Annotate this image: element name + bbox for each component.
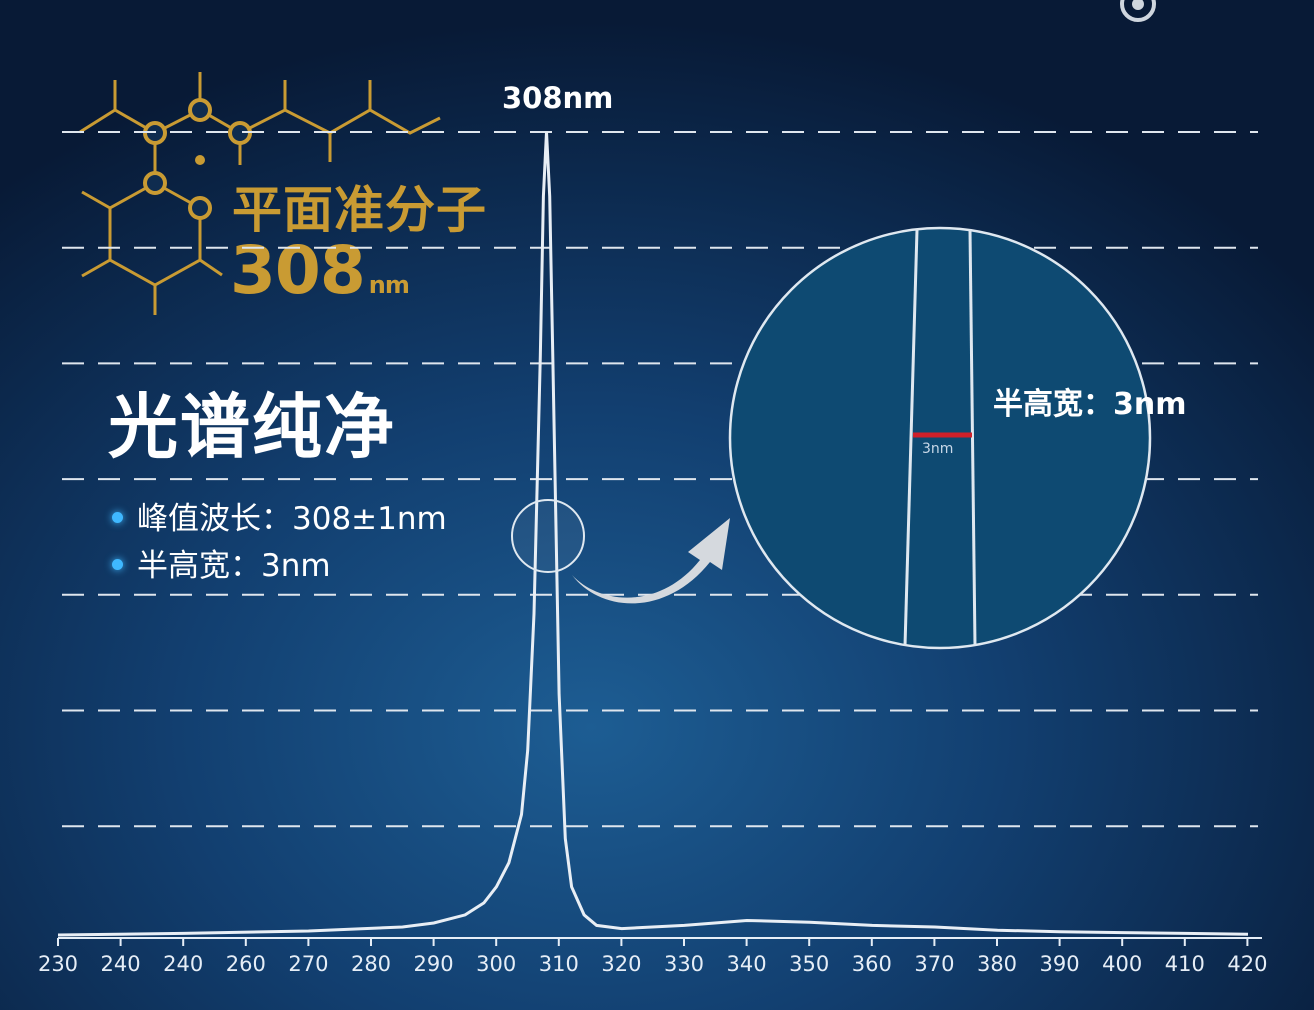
bullet-peak-wavelength: 峰值波长：308±1nm: [112, 504, 447, 535]
x-tick-label: 230: [37, 952, 79, 976]
logo-title: 平面准分子: [232, 181, 487, 239]
zoom-peak-left-edge: [903, 229, 919, 647]
x-tick-label: 380: [976, 952, 1018, 976]
bullet-label: 半高宽：3nm: [137, 548, 331, 584]
x-tick-label: 340: [726, 952, 767, 976]
bullet-dot-icon: [112, 512, 123, 523]
corner-record-icon: [1120, 0, 1156, 22]
x-tick-label: 240: [100, 952, 141, 976]
logo-unit: nm: [368, 271, 410, 299]
x-tick-label: 290: [413, 952, 454, 976]
zoom-peak-right-edge: [968, 229, 977, 647]
bullet-dot-icon: [112, 559, 123, 570]
x-tick-label: 310: [538, 952, 579, 976]
x-tick-label: 390: [1039, 952, 1080, 976]
zoom-detail-circle: [728, 226, 1152, 650]
x-tick-label: 320: [601, 952, 642, 976]
spectrum-line: [57, 131, 1249, 937]
x-tick-label: 300: [476, 952, 517, 976]
bullet-label: 峰值波长：308±1nm: [137, 501, 447, 537]
x-tick-label: 360: [851, 952, 892, 976]
x-tick-label: 240: [163, 952, 204, 976]
x-tick-label: 270: [288, 952, 329, 976]
zoom-fwhm-label: 半高宽：3nm: [993, 387, 1187, 422]
x-tick-label: 370: [914, 952, 955, 976]
x-tick-label: 400: [1102, 952, 1143, 976]
x-tick-label: 420: [1227, 952, 1268, 976]
peak-zoom-marker: [511, 499, 585, 573]
headline: 光谱纯净: [108, 386, 396, 468]
x-tick-label: 260: [225, 952, 266, 976]
x-tick-label: 410: [1164, 952, 1205, 976]
x-tick-label: 280: [350, 952, 392, 976]
peak-label: 308nm: [502, 81, 614, 115]
x-tick-label: 330: [663, 952, 705, 976]
bullet-fwhm: 半高宽：3nm: [112, 551, 331, 582]
x-tick-label: 350: [789, 952, 830, 976]
zoom-marker-label: 3nm: [922, 441, 954, 457]
zoom-arrow-icon: [572, 518, 730, 604]
